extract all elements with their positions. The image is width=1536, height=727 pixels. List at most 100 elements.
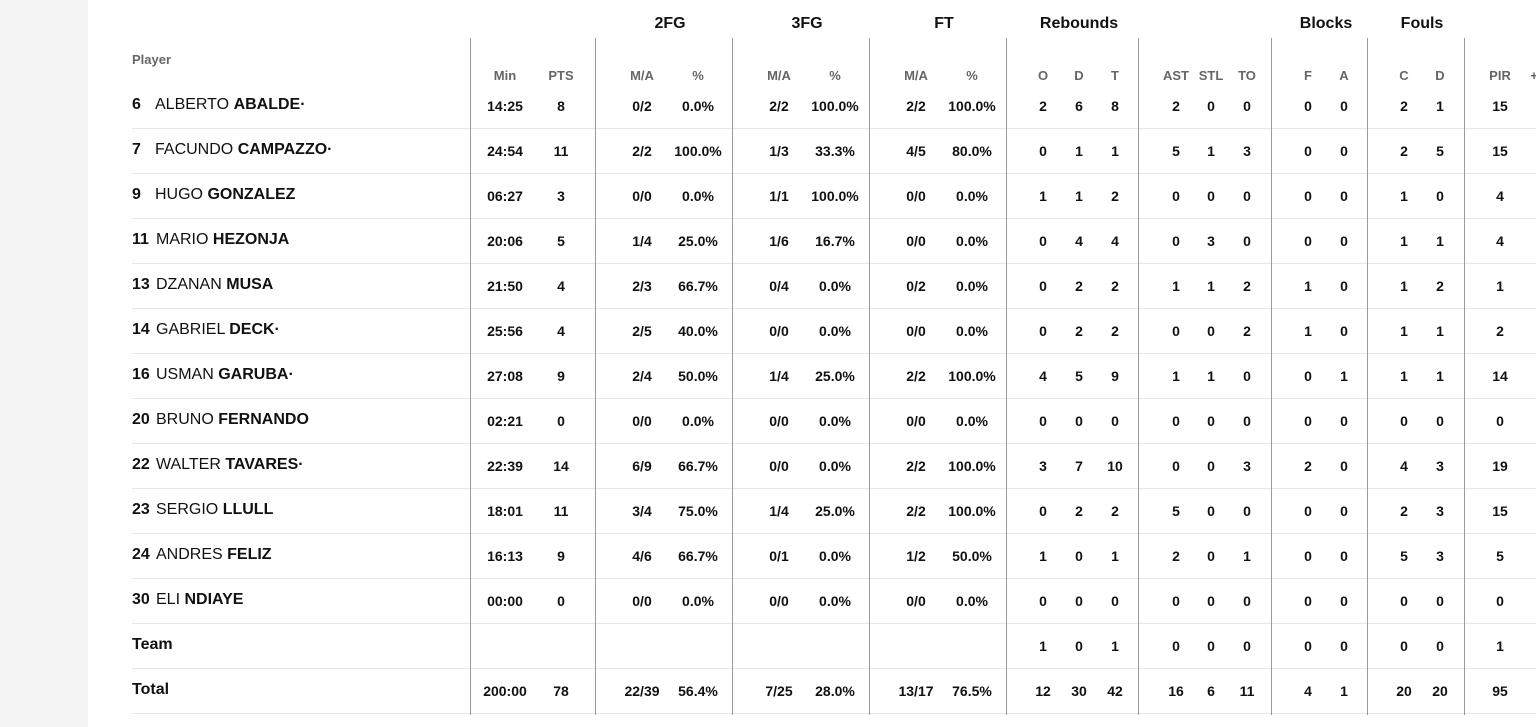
table-row: 24 ANDRES FELIZ 16:13 9 4/6 66.7% 0/1 0.0% 1/2 50… [132,534,1536,579]
cell-foul-c: 1 [1400,368,1408,384]
player-number: 13 [132,276,150,293]
cell-pir: 1 [1496,638,1504,654]
table-row: 14 GABRIEL DECK· 25:56 4 2/5 40.0% 0/0 0.0% 0/0 0… [132,309,1536,354]
player-first-name: USMAN [156,366,214,383]
cell-reb-o: 0 [1039,323,1047,339]
table-row: 22 WALTER TAVARES· 22:39 14 6/9 66.7% 0/0 0.0% 2… [132,444,1536,489]
cell-ast: 5 [1172,143,1180,159]
player-name-link[interactable]: ALBERTO ABALDE· [155,96,306,114]
cell-reb-o: 12 [1035,683,1051,699]
cell-fg2-ma: 2/5 [632,323,652,339]
cell-reb-d: 2 [1075,503,1083,519]
cell-fg3-pct: 0.0% [819,413,851,429]
cell-foul-d: 1 [1436,323,1444,339]
player-name-link[interactable]: BRUNO FERNANDO [156,411,309,429]
cell-blk-f: 0 [1304,593,1312,609]
cell-ft-ma: 2/2 [906,503,926,519]
table-row: 9 HUGO GONZALEZ 06:27 3 0/0 0.0% 1/1 100.0% 0/0 0… [132,174,1536,219]
player-number: 11 [132,231,149,248]
column-header-ft-ma: M/A [904,68,928,83]
cell-blk-a: 0 [1340,458,1348,474]
cell-foul-d: 3 [1436,458,1444,474]
cell-foul-c: 4 [1400,458,1408,474]
cell-pir: 95 [1492,683,1508,699]
cell-stl: 1 [1207,278,1215,294]
cell-reb-t: 2 [1111,503,1119,519]
cell-ast: 1 [1172,368,1180,384]
cell-foul-c: 1 [1400,233,1408,249]
cell-to: 2 [1243,278,1251,294]
cell-pts: 0 [557,593,565,609]
cell-ft-pct: 100.0% [948,503,996,519]
player-name-link[interactable]: MARIO HEZONJA [156,231,289,249]
player-last-name: ABALDE· [233,96,306,113]
cell-min: 18:01 [487,503,523,519]
cell-foul-c: 2 [1400,143,1408,159]
column-header-pm: +/- [1530,68,1536,83]
cell-pir: 4 [1496,188,1504,204]
player-name-link[interactable]: ELI NDIAYE [156,591,243,609]
cell-fg2-ma: 0/2 [632,98,652,114]
cell-ft-pct: 100.0% [948,458,996,474]
player-last-name: HEZONJA [212,231,290,248]
cell-reb-d: 0 [1075,413,1083,429]
cell-blk-a: 0 [1340,323,1348,339]
cell-foul-d: 0 [1436,638,1444,654]
player-name-link[interactable]: DZANAN MUSA [156,276,273,294]
cell-pir: 5 [1496,548,1504,564]
player-first-name: GABRIEL [156,321,225,338]
total-row-label: Total [132,681,170,698]
column-header-fg2-pct: % [692,68,704,83]
group-header-row: 2FG 3FG FT Rebounds Blocks Fouls [132,0,1536,40]
cell-stl: 0 [1207,548,1215,564]
cell-blk-a: 1 [1340,368,1348,384]
cell-min: 06:27 [487,188,523,204]
cell-ft-pct: 100.0% [948,368,996,384]
cell-fg3-ma: 2/2 [769,98,789,114]
player-name-link[interactable]: WALTER TAVARES· [156,456,304,474]
table-row: 11 MARIO HEZONJA 20:06 5 1/4 25.0% 1/6 16.7% 0/0… [132,219,1536,264]
cell-blk-f: 0 [1304,188,1312,204]
column-divider [1367,38,1368,715]
cell-fg3-ma: 0/0 [769,413,789,429]
cell-fg2-ma: 0/0 [632,188,652,204]
player-name-link[interactable]: USMAN GARUBA· [156,366,294,384]
cell-fg2-ma: 4/6 [632,548,652,564]
cell-fg3-pct: 33.3% [815,143,855,159]
cell-fg2-ma: 22/39 [624,683,660,699]
group-header-rebounds: Rebounds [1039,15,1119,32]
player-name-link[interactable]: HUGO GONZALEZ [155,186,295,204]
player-first-name: ALBERTO [155,96,230,113]
cell-fg3-ma: 0/0 [769,593,789,609]
column-header-reb-d: D [1074,68,1084,83]
cell-blk-f: 0 [1304,368,1312,384]
cell-ft-ma: 0/0 [906,413,926,429]
cell-to: 0 [1243,638,1251,654]
cell-stl: 6 [1207,683,1215,699]
player-name-link[interactable]: SERGIO LLULL [156,501,273,519]
cell-blk-a: 0 [1340,188,1348,204]
cell-reb-t: 0 [1111,593,1119,609]
cell-reb-d: 6 [1075,98,1083,114]
cell-fg3-ma: 1/4 [769,368,789,384]
player-name-link[interactable]: FACUNDO CAMPAZZO· [155,141,332,159]
cell-foul-c: 1 [1400,188,1408,204]
player-first-name: BRUNO [156,411,214,428]
cell-to: 0 [1243,368,1251,384]
table-row: 7 FACUNDO CAMPAZZO· 24:54 11 2/2 100.0% 1/3 33.… [132,129,1536,174]
cell-reb-d: 1 [1075,143,1083,159]
player-last-name: CAMPAZZO· [237,141,333,158]
player-name-link[interactable]: GABRIEL DECK· [156,321,280,339]
column-header-row: Min PTS M/A% M/A% M/A% O D T AST STL TO F A C D PIR +/- [132,68,1536,86]
cell-foul-c: 0 [1400,638,1408,654]
column-header-blk-a: A [1339,68,1349,83]
player-name-link[interactable]: ANDRES FELIZ [156,546,272,564]
cell-stl: 3 [1207,233,1215,249]
cell-blk-f: 0 [1304,233,1312,249]
team-row: Team 1 0 1 0 0 0 0 0 0 0 1 [132,624,1536,669]
cell-reb-o: 0 [1039,278,1047,294]
player-last-name: FERNANDO [218,411,309,428]
cell-min: 20:06 [487,233,523,249]
column-header-pts: PTS [548,68,574,83]
cell-fg3-pct: 0.0% [819,458,851,474]
